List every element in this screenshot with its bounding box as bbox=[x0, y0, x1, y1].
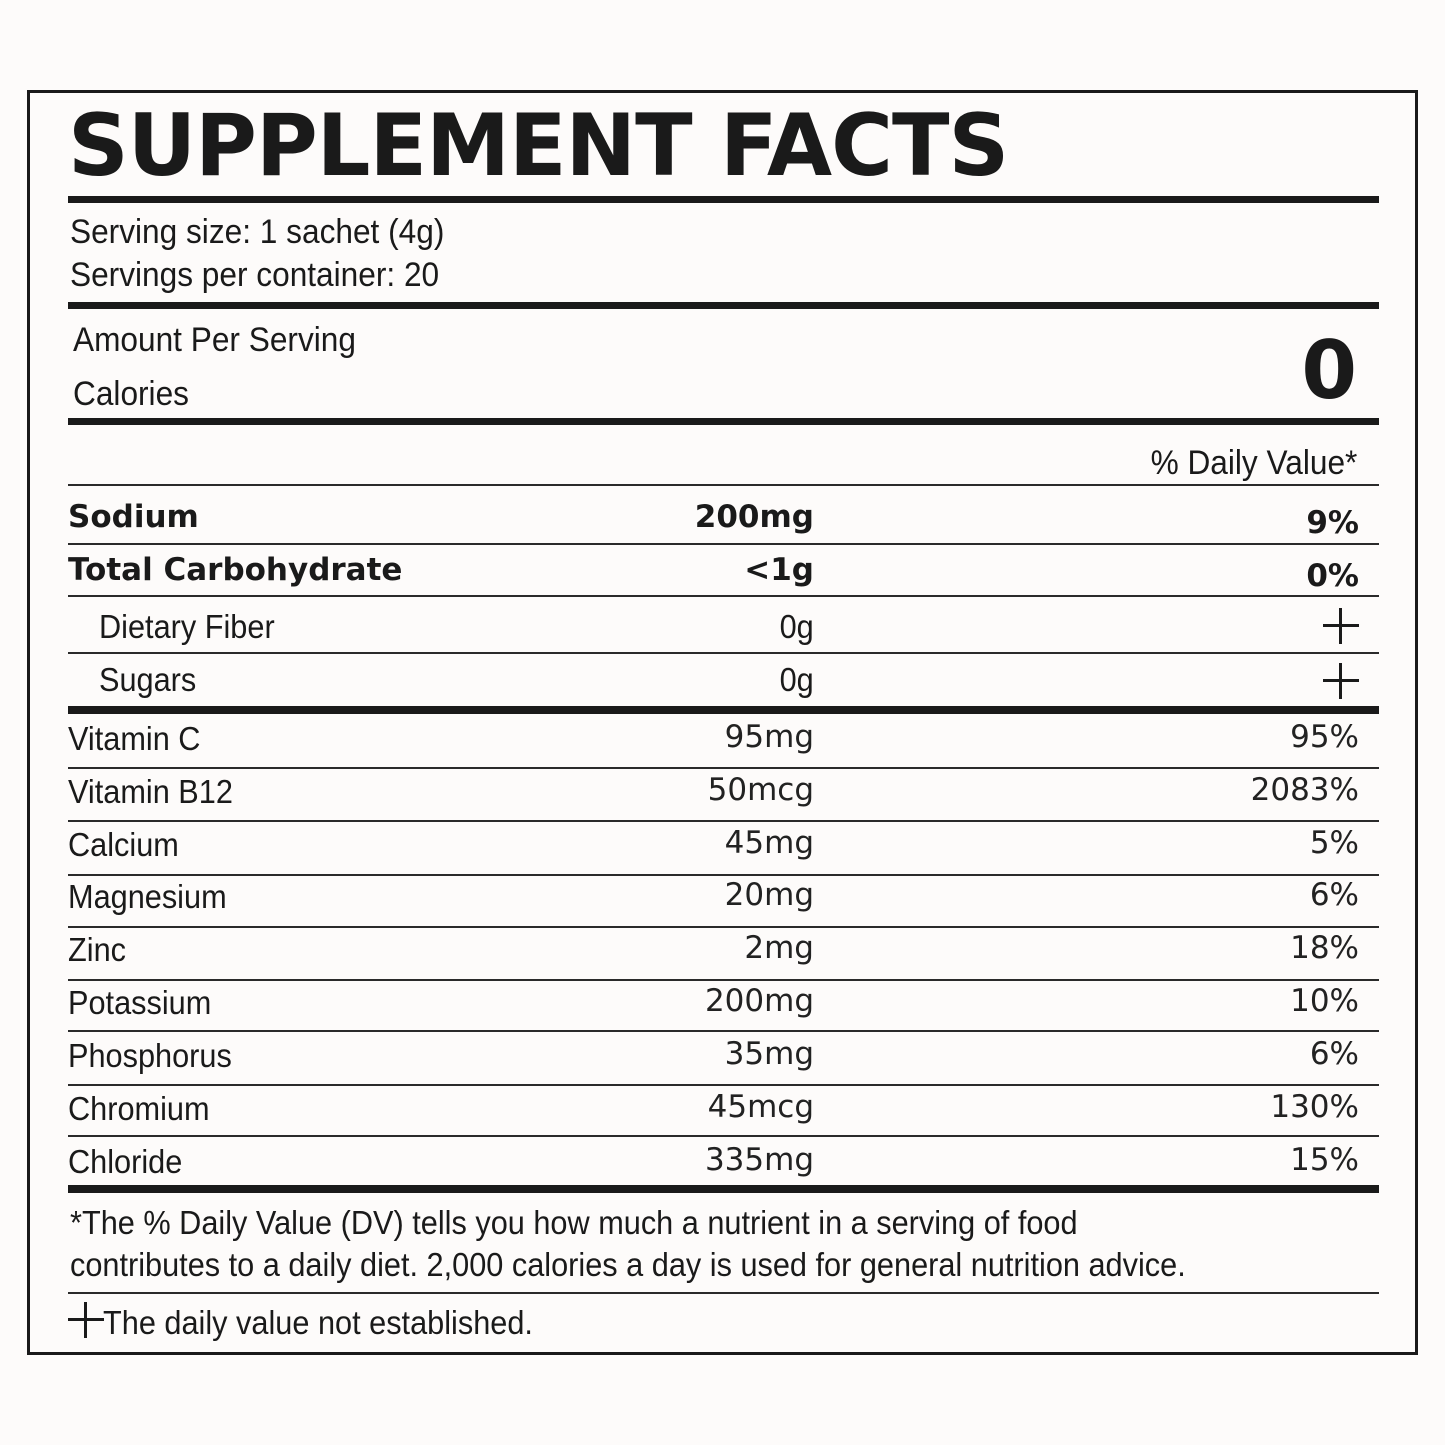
divider-thick bbox=[68, 196, 1379, 203]
nutrient-row-sugars: Sugars 0g bbox=[68, 663, 1359, 703]
nutrient-amount: 200mg bbox=[694, 499, 814, 535]
nutrient-row-phosphorus: Phosphorus 35mg 6% bbox=[68, 1039, 1359, 1079]
nutrient-daily-value: 95% bbox=[1290, 719, 1359, 755]
footnote-dagger-note: The daily value not established. bbox=[103, 1304, 533, 1341]
nutrient-name: Magnesium bbox=[68, 878, 227, 915]
divider-thin bbox=[68, 820, 1379, 822]
nutrient-amount: 50mcg bbox=[707, 772, 814, 808]
divider-thin bbox=[68, 1084, 1379, 1086]
divider-thick bbox=[68, 418, 1379, 425]
dagger-icon bbox=[68, 1302, 104, 1338]
divider-thick bbox=[68, 1185, 1379, 1193]
nutrient-name: Calcium bbox=[68, 826, 179, 863]
divider-thin bbox=[68, 1135, 1379, 1137]
nutrient-row-total-carbohydrate: Total Carbohydrate <1g 0% bbox=[68, 555, 1359, 595]
nutrient-name: Dietary Fiber bbox=[99, 608, 275, 645]
divider-thin bbox=[68, 979, 1379, 981]
nutrient-daily-value: 6% bbox=[1309, 1036, 1359, 1072]
divider-thin bbox=[68, 1292, 1379, 1294]
nutrient-amount: 20mg bbox=[724, 877, 814, 913]
calories-value: 0 bbox=[1301, 324, 1357, 417]
nutrient-name: Vitamin C bbox=[68, 720, 201, 757]
nutrient-daily-value: 18% bbox=[1290, 930, 1359, 966]
nutrient-daily-value: 2083% bbox=[1250, 772, 1359, 808]
footnote-daily-value-line2: contributes to a daily diet. 2,000 calor… bbox=[70, 1246, 1186, 1283]
nutrient-amount: 45mcg bbox=[707, 1089, 814, 1125]
nutrient-row-chromium: Chromium 45mcg 130% bbox=[68, 1092, 1359, 1132]
dagger-icon bbox=[1323, 663, 1359, 704]
panel-title: SUPPLEMENT FACTS bbox=[68, 96, 1009, 196]
divider-thin bbox=[68, 874, 1379, 876]
nutrient-name: Chloride bbox=[68, 1143, 183, 1180]
nutrient-name: Sugars bbox=[99, 661, 197, 698]
calories-label: Calories bbox=[73, 375, 189, 413]
nutrient-row-magnesium: Magnesium 20mg 6% bbox=[68, 880, 1359, 920]
nutrient-amount: 0g bbox=[779, 661, 814, 698]
nutrient-row-sodium: Sodium 200mg 9% bbox=[68, 502, 1359, 542]
nutrient-name: Potassium bbox=[68, 984, 212, 1021]
divider-thin bbox=[68, 926, 1379, 928]
daily-value-header: % Daily Value* bbox=[1150, 444, 1357, 482]
serving-size: Serving size: 1 sachet (4g) bbox=[70, 213, 445, 251]
nutrient-row-vitamin-c: Vitamin C 95mg 95% bbox=[68, 722, 1359, 762]
amount-per-serving-label: Amount Per Serving bbox=[73, 321, 356, 359]
nutrient-amount: 200mg bbox=[704, 983, 814, 1019]
nutrient-name: Chromium bbox=[68, 1090, 210, 1127]
nutrient-amount: <1g bbox=[744, 552, 814, 588]
nutrient-name: Phosphorus bbox=[68, 1037, 232, 1074]
nutrient-daily-value: 0% bbox=[1306, 558, 1359, 594]
divider-thick bbox=[68, 706, 1379, 714]
nutrient-row-dietary-fiber: Dietary Fiber 0g bbox=[68, 608, 1359, 650]
divider-thin bbox=[68, 543, 1379, 545]
footnote-daily-value-line1: *The % Daily Value (DV) tells you how mu… bbox=[70, 1204, 1078, 1241]
nutrient-row-zinc: Zinc 2mg 18% bbox=[68, 933, 1359, 973]
nutrient-daily-value: 9% bbox=[1306, 505, 1359, 541]
nutrient-row-calcium: Calcium 45mg 5% bbox=[68, 828, 1359, 868]
nutrient-name: Total Carbohydrate bbox=[68, 552, 403, 588]
nutrient-amount: 95mg bbox=[724, 719, 814, 755]
nutrient-daily-value: 6% bbox=[1309, 877, 1359, 913]
dagger-icon bbox=[1323, 608, 1359, 649]
divider-thin bbox=[68, 652, 1379, 654]
nutrient-name: Zinc bbox=[68, 931, 126, 968]
nutrient-amount: 35mg bbox=[724, 1036, 814, 1072]
nutrient-amount: 45mg bbox=[724, 825, 814, 861]
supplement-facts-panel: SUPPLEMENT FACTS Serving size: 1 sachet … bbox=[27, 90, 1418, 1355]
nutrient-name: Vitamin B12 bbox=[68, 773, 233, 810]
divider-thin bbox=[68, 767, 1379, 769]
divider-thin bbox=[68, 1030, 1379, 1032]
divider-thin bbox=[68, 595, 1379, 597]
servings-per-container: Servings per container: 20 bbox=[70, 256, 440, 294]
nutrient-amount: 2mg bbox=[744, 930, 814, 966]
nutrient-amount: 335mg bbox=[704, 1142, 814, 1178]
nutrient-row-vitamin-b12: Vitamin B12 50mcg 2083% bbox=[68, 775, 1359, 815]
nutrient-daily-value: 130% bbox=[1270, 1089, 1359, 1125]
divider-thick bbox=[68, 302, 1379, 309]
nutrient-daily-value: 10% bbox=[1290, 983, 1359, 1019]
nutrient-amount: 0g bbox=[779, 608, 814, 645]
nutrient-daily-value: 15% bbox=[1290, 1142, 1359, 1178]
divider-thin bbox=[68, 484, 1379, 486]
nutrient-row-chloride: Chloride 335mg 15% bbox=[68, 1145, 1359, 1185]
nutrient-daily-value: 5% bbox=[1309, 825, 1359, 861]
nutrient-name: Sodium bbox=[68, 499, 199, 535]
nutrient-row-potassium: Potassium 200mg 10% bbox=[68, 986, 1359, 1026]
